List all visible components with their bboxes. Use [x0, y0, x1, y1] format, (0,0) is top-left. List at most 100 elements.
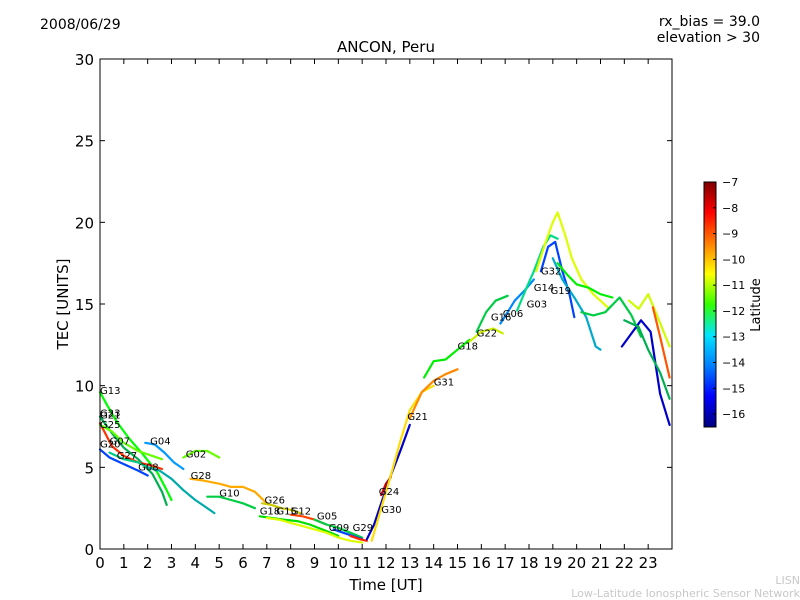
series-line	[98, 415, 168, 506]
x-tick-label: 23	[639, 554, 658, 572]
plot-frame	[99, 58, 673, 550]
colorbar-tick-label: −9	[722, 228, 738, 241]
y-tick-label: 30	[75, 51, 94, 69]
chart-title: ANCON, Peru	[337, 38, 435, 56]
series-line	[98, 448, 149, 477]
series-line	[98, 423, 164, 461]
satellite-label: G31	[434, 378, 454, 389]
satellite-label: G05	[317, 512, 337, 523]
satellite-label: G13	[100, 386, 120, 397]
satellite-label: G12	[291, 507, 311, 518]
x-tick-label: 11	[353, 554, 372, 572]
series-line	[349, 534, 368, 542]
y-axis: 0 5 10 15 20 25 30	[75, 51, 672, 559]
colorbar-gradient	[703, 181, 717, 428]
series-line	[580, 296, 643, 338]
satellite-label: G02	[186, 450, 206, 461]
series-line	[651, 306, 671, 379]
series-line	[146, 466, 216, 515]
x-tick-label: 8	[286, 554, 296, 572]
y-tick-label: 15	[75, 296, 94, 314]
colorbar-tick-label: −15	[722, 382, 745, 395]
satellite-label: G16	[491, 312, 511, 323]
satellite-label: G21	[100, 410, 120, 421]
series-line	[98, 391, 173, 502]
series-line	[556, 262, 614, 299]
satellite-label: G14	[534, 283, 554, 294]
satellite-label: G07	[110, 437, 130, 448]
satellite-label: G08	[138, 463, 158, 474]
series-line	[539, 240, 576, 319]
satellite-label: G23	[100, 409, 120, 420]
y-tick-label: 25	[75, 133, 94, 151]
colorbar: −7 −8 −9 −10 −11 −12 −13 −14 −15 −16 Latitude	[703, 176, 764, 428]
x-axis-label: Time [UT]	[348, 576, 422, 594]
series-line	[206, 495, 256, 510]
satellite-label: G26	[265, 495, 285, 506]
series-line	[423, 338, 471, 379]
y-axis-label: TEC [UNITS]	[54, 259, 72, 351]
satellite-label: G32	[541, 267, 561, 278]
x-tick-label: 19	[543, 554, 562, 572]
x-axis: 0 1 2 3 4 5 6 7 8 9 10 11 12 13 14 15 16 17 18 19 20 21 22 23	[95, 59, 658, 572]
y-tick-label: 10	[75, 378, 94, 396]
satellite-label: G28	[191, 471, 211, 482]
colorbar-tick-label: −7	[722, 176, 738, 189]
satellite-label: G09	[329, 523, 349, 534]
series-line	[182, 449, 221, 459]
series-layer	[98, 211, 671, 544]
x-tick-label: 2	[143, 554, 153, 572]
satellite-label: G21	[407, 412, 427, 423]
colorbar-tick-label: −14	[722, 357, 745, 370]
series-line	[98, 422, 164, 471]
satellite-labels: G13G23G21G25G07G20G27G04G08G02G28G10G26G…	[100, 267, 571, 534]
satellite-label: G18	[458, 342, 478, 353]
rx-bias-label: rx_bias = 39.0	[658, 14, 760, 30]
x-tick-label: 6	[238, 554, 248, 572]
plot-parameters: rx_bias = 39.0 elevation > 30	[657, 14, 760, 46]
series-line	[408, 368, 459, 420]
y-tick-label: 5	[84, 459, 94, 477]
x-tick-label: 14	[424, 554, 443, 572]
y-tick-label: 0	[84, 541, 94, 559]
x-tick-label: 9	[310, 554, 320, 572]
x-tick-label: 0	[95, 554, 105, 572]
x-tick-label: 20	[567, 554, 586, 572]
colorbar-tick-label: −12	[722, 305, 745, 318]
series-line	[261, 502, 302, 515]
credit: LISN Low-Latitude Ionospheric Sensor Net…	[571, 574, 800, 600]
x-tick-label: 22	[615, 554, 634, 572]
colorbar-tick-label: −16	[722, 408, 745, 421]
colorbar-tick-label: −8	[722, 202, 738, 215]
x-tick-label: 1	[119, 554, 129, 572]
x-tick-label: 7	[262, 554, 272, 572]
credit-short: LISN	[775, 574, 800, 587]
colorbar-tick-label: −13	[722, 331, 745, 344]
x-tick-label: 15	[448, 554, 467, 572]
satellite-label: G18	[260, 507, 280, 518]
series-line	[313, 518, 364, 539]
x-tick-label: 3	[167, 554, 177, 572]
x-tick-label: 5	[214, 554, 224, 572]
satellite-label: G06	[503, 309, 523, 320]
colorbar-tick-label: −10	[722, 253, 745, 266]
elevation-label: elevation > 30	[656, 30, 760, 46]
x-tick-label: 12	[376, 554, 395, 572]
satellite-label: G24	[379, 487, 399, 498]
satellite-label: G27	[117, 451, 137, 462]
series-line	[623, 319, 671, 400]
satellite-label: G25	[100, 420, 120, 431]
colorbar-tick-label: −11	[722, 279, 745, 292]
series-line	[475, 294, 509, 333]
date-label: 2008/06/29	[40, 17, 121, 33]
x-tick-label: 16	[472, 554, 491, 572]
satellite-label: G19	[551, 286, 571, 297]
satellite-label: G30	[381, 505, 401, 516]
x-tick-label: 17	[496, 554, 515, 572]
x-tick-label: 10	[329, 554, 348, 572]
series-line	[370, 384, 435, 542]
satellite-label: G10	[219, 489, 239, 500]
credit-long: Low-Latitude Ionospheric Sensor Network	[571, 587, 800, 600]
satellite-label: G29	[353, 523, 373, 534]
